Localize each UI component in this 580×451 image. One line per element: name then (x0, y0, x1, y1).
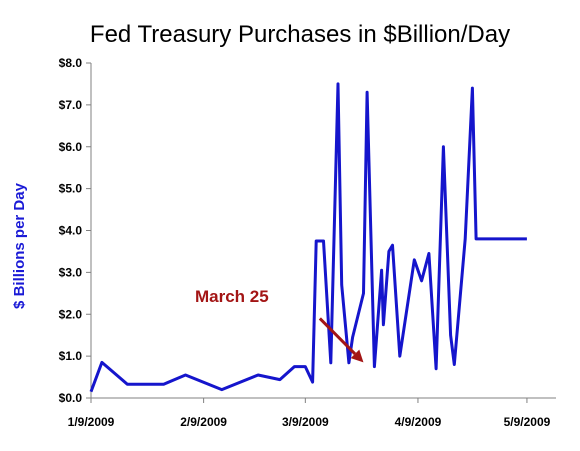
annotation-arrow (318, 317, 357, 355)
y-tick-label: $1.0 (59, 349, 83, 363)
annotation-label: March 25 (195, 287, 269, 306)
y-tick-label: $5.0 (59, 182, 83, 196)
y-axis-label: $ Billions per Day (11, 182, 28, 309)
annotation-arrowhead (350, 349, 364, 363)
y-tick-label: $7.0 (59, 98, 83, 112)
y-tick-label: $2.0 (59, 307, 83, 321)
series-line (89, 82, 527, 393)
y-tick-label: $3.0 (59, 265, 83, 279)
x-tick-label: 2/9/2009 (180, 415, 227, 429)
y-ticks: $0.0 $1.0 $2.0 $3.0 $4.0 $5.0 $6.0 $7.0 $8.0 (59, 56, 91, 405)
x-tick-label: 4/9/2009 (395, 415, 442, 429)
x-tick-label: 5/9/2009 (504, 415, 551, 429)
y-tick-label: $4.0 (59, 224, 83, 238)
x-tick-label: 1/9/2009 (68, 415, 115, 429)
x-ticks: 1/9/2009 2/9/2009 3/9/2009 4/9/2009 5/9/2009 (68, 398, 551, 429)
annotation: March 25 (195, 287, 364, 363)
y-tick-label: $6.0 (59, 140, 83, 154)
chart-title: Fed Treasury Purchases in $Billion/Day (90, 21, 510, 48)
x-tick-label: 3/9/2009 (282, 415, 329, 429)
y-tick-label: $0.0 (59, 391, 83, 405)
y-tick-label: $8.0 (59, 56, 83, 70)
